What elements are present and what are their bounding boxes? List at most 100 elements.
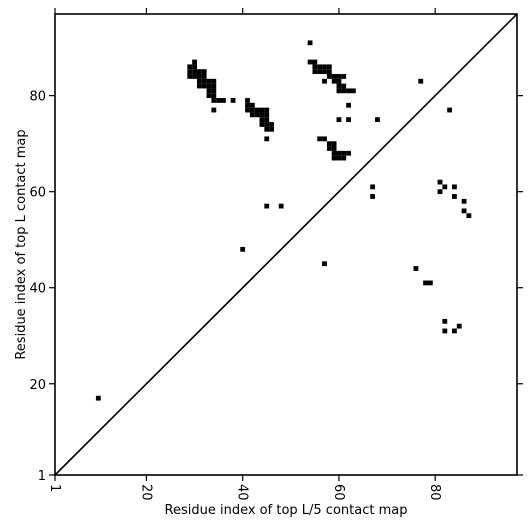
contact-cell xyxy=(201,83,207,89)
contact-cell xyxy=(346,150,351,156)
x-tick-label: 20 xyxy=(138,484,153,501)
contact-cell xyxy=(259,107,265,113)
contact-cell xyxy=(336,117,342,123)
x-tick-label: 60 xyxy=(331,484,346,501)
contact-cell xyxy=(442,328,448,334)
contact-cell xyxy=(341,155,347,161)
contact-cell xyxy=(201,69,207,75)
contact-cell xyxy=(447,107,453,113)
contact-cell xyxy=(427,280,433,286)
x-tick-label: 40 xyxy=(235,484,250,501)
contact-cell xyxy=(336,74,342,79)
y-tick-label: 60 xyxy=(29,186,46,201)
contact-cell xyxy=(442,318,448,324)
contact-cell xyxy=(249,102,255,108)
contact-cell xyxy=(211,83,217,89)
contact-cell xyxy=(312,59,318,65)
contact-cell xyxy=(307,40,313,46)
contact-cell xyxy=(346,117,351,123)
contact-cell xyxy=(312,64,318,70)
contact-cell xyxy=(206,78,212,84)
contact-cell xyxy=(278,203,284,209)
contact-cell xyxy=(264,203,270,209)
contact-cell xyxy=(245,98,250,103)
contact-cell xyxy=(326,146,332,151)
y-tick-label: 20 xyxy=(29,378,46,393)
contact-cell xyxy=(245,102,250,108)
y-tick-label: 1 xyxy=(38,469,46,484)
contact-cell xyxy=(452,194,457,199)
contact-cell xyxy=(264,107,270,113)
contact-cell xyxy=(206,93,212,99)
contact-cell xyxy=(331,146,337,151)
contact-cell xyxy=(442,184,448,190)
contact-cell xyxy=(249,107,255,113)
contact-cell xyxy=(461,198,467,204)
contact-cell xyxy=(423,280,428,286)
contact-cell xyxy=(259,117,265,123)
contact-cell xyxy=(211,88,217,94)
contact-cell xyxy=(341,83,347,89)
contact-cell xyxy=(269,126,274,132)
contact-cell xyxy=(187,64,193,70)
contact-cell xyxy=(326,64,332,70)
contact-cell xyxy=(346,102,351,108)
contact-cell xyxy=(461,208,467,214)
contact-cell xyxy=(322,64,327,70)
contact-cell xyxy=(196,78,202,84)
contact-cell xyxy=(418,78,424,84)
contact-cell xyxy=(230,98,236,103)
contact-cell xyxy=(211,93,217,99)
contact-cell xyxy=(322,136,327,142)
contact-cell xyxy=(336,150,342,156)
x-axis-label: Residue index of top L/5 contact map xyxy=(165,503,408,518)
contact-cell xyxy=(95,395,101,401)
contact-cell xyxy=(331,150,337,156)
contact-cell xyxy=(269,122,274,127)
contact-cell xyxy=(322,78,327,84)
contact-cell xyxy=(336,78,342,84)
x-tick-label: 80 xyxy=(427,484,442,501)
contact-cell xyxy=(317,136,323,142)
contact-cell xyxy=(196,74,202,79)
contact-cell xyxy=(307,59,313,65)
contact-cell xyxy=(259,122,265,127)
contact-cell xyxy=(221,98,226,103)
contact-cell xyxy=(331,78,337,84)
contact-cell xyxy=(341,88,347,94)
contact-cell xyxy=(196,83,202,89)
contact-cell xyxy=(187,74,193,79)
contact-cell xyxy=(201,78,207,84)
contact-cell xyxy=(192,69,197,75)
contact-cell xyxy=(336,155,342,161)
contact-cell xyxy=(336,88,342,94)
y-tick-label: 80 xyxy=(29,90,46,105)
contact-cell xyxy=(206,83,212,89)
contact-cell xyxy=(331,155,337,161)
contact-cell xyxy=(206,88,212,94)
contact-cell xyxy=(437,189,443,195)
contact-cell xyxy=(254,107,260,113)
contact-cell xyxy=(341,150,347,156)
contact-cell xyxy=(452,184,457,190)
contact-cell xyxy=(370,184,376,190)
contact-cell xyxy=(201,74,207,79)
contact-cell xyxy=(259,112,265,118)
contact-cell xyxy=(192,74,197,79)
contact-cell xyxy=(456,323,462,329)
contact-cell xyxy=(326,69,332,75)
y-tick-label: 40 xyxy=(29,282,46,297)
contact-cell xyxy=(187,69,193,75)
contact-cell xyxy=(331,141,337,147)
contact-cell xyxy=(437,179,443,185)
contact-cell xyxy=(192,64,197,70)
contact-cell xyxy=(211,78,217,84)
contact-cell xyxy=(452,328,457,334)
contact-cell xyxy=(264,112,270,118)
contact-cell xyxy=(331,74,337,79)
plot-frame xyxy=(54,13,518,476)
contact-cell xyxy=(254,112,260,118)
contact-cell xyxy=(322,69,327,75)
contact-cell xyxy=(245,107,250,113)
